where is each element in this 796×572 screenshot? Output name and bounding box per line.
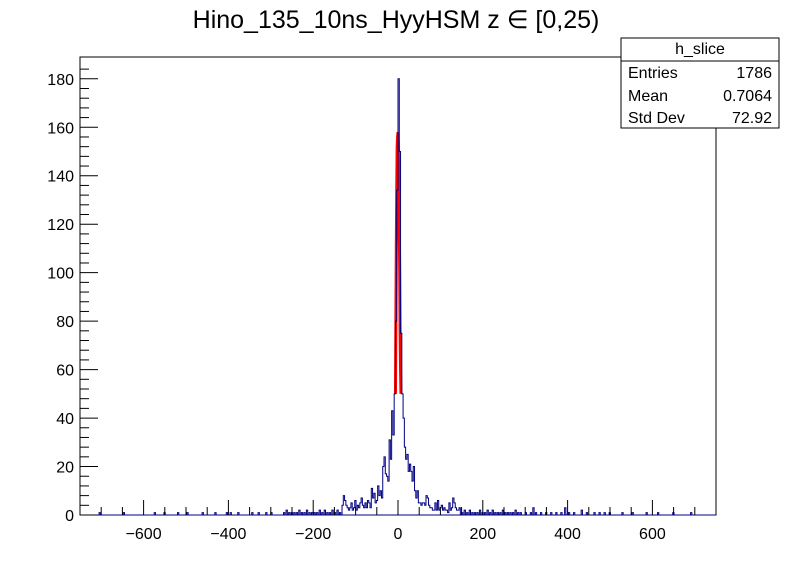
stats-value-entries: 1786 bbox=[736, 65, 772, 82]
y-tick-label: 160 bbox=[47, 120, 74, 137]
y-tick-label: 180 bbox=[47, 72, 74, 89]
stats-box: h_slice Entries 1786 Mean 0.7064 Std Dev… bbox=[620, 37, 780, 129]
stats-box-title: h_slice bbox=[675, 41, 725, 58]
y-tick-label: 20 bbox=[56, 460, 74, 477]
stats-value-stddev: 72.92 bbox=[732, 110, 772, 127]
x-tick-label: −600 bbox=[126, 526, 162, 543]
x-tick-label: −200 bbox=[295, 526, 331, 543]
stats-label-entries: Entries bbox=[628, 65, 678, 82]
x-tick-label: 200 bbox=[469, 526, 496, 543]
chart-title: Hino_135_10ns_HyyHSM z ∈ [0,25) bbox=[193, 6, 600, 34]
x-tick-label: 600 bbox=[639, 526, 666, 543]
stats-value-mean: 0.7064 bbox=[723, 88, 772, 105]
x-axis: −600 −400 −200 0 200 400 600 bbox=[100, 500, 696, 543]
stats-box-frame bbox=[620, 37, 780, 129]
y-tick-label: 60 bbox=[56, 363, 74, 380]
x-tick-label: 400 bbox=[554, 526, 581, 543]
y-tick-label: 100 bbox=[47, 266, 74, 283]
y-tick-label: 140 bbox=[47, 169, 74, 186]
y-tick-label: 40 bbox=[56, 411, 74, 428]
y-tick-label: 120 bbox=[47, 217, 74, 234]
y-axis: 0 20 40 60 80 100 120 140 160 180 bbox=[47, 68, 98, 525]
y-tick-label: 80 bbox=[56, 314, 74, 331]
histogram-outline bbox=[98, 78, 693, 515]
stats-label-stddev: Std Dev bbox=[628, 110, 685, 127]
x-tick-label: 0 bbox=[394, 526, 403, 543]
stats-label-mean: Mean bbox=[628, 88, 668, 105]
y-tick-label: 0 bbox=[65, 508, 74, 525]
x-tick-label: −400 bbox=[210, 526, 246, 543]
